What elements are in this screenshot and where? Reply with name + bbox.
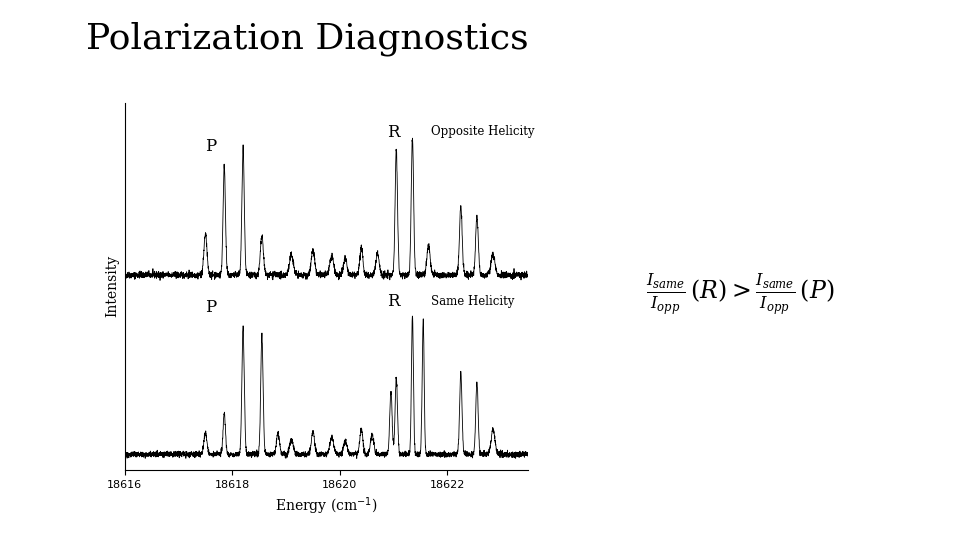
Text: R: R <box>387 293 400 310</box>
Text: Same Helicity: Same Helicity <box>431 295 515 308</box>
Text: P: P <box>205 138 216 156</box>
X-axis label: Energy (cm$^{-1}$): Energy (cm$^{-1}$) <box>276 495 377 517</box>
Text: P: P <box>205 299 216 316</box>
Y-axis label: Intensity: Intensity <box>106 255 119 318</box>
Text: Opposite Helicity: Opposite Helicity <box>431 125 535 138</box>
Text: Polarization Diagnostics: Polarization Diagnostics <box>86 22 529 56</box>
Text: R: R <box>387 124 400 141</box>
Text: $\frac{I_{same}}{I_{opp}}\,(R) > \frac{I_{same}}{I_{opp}}\,(P)$: $\frac{I_{same}}{I_{opp}}\,(R) > \frac{I… <box>646 272 834 317</box>
